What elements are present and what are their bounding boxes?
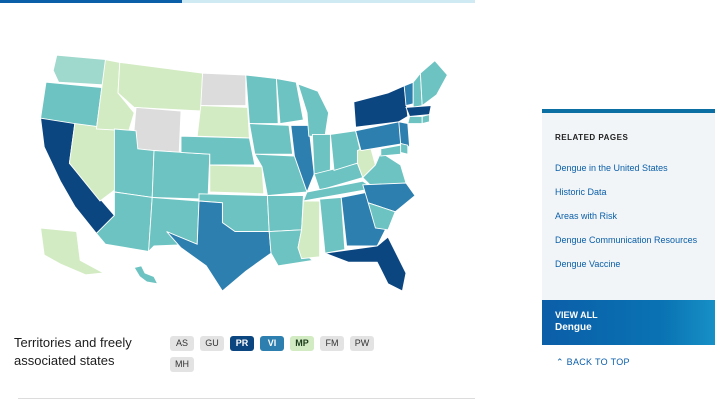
state-nc bbox=[362, 182, 416, 213]
reading-progress-fill bbox=[0, 0, 182, 3]
state-co bbox=[151, 150, 211, 200]
territory-badge-fm: FM bbox=[320, 336, 344, 351]
territory-badge-as: AS bbox=[170, 336, 194, 351]
related-link-historic-data[interactable]: Historic Data bbox=[555, 187, 607, 197]
state-mt bbox=[117, 61, 204, 112]
state-nj bbox=[398, 121, 411, 148]
state-mo bbox=[254, 153, 308, 197]
state-ia bbox=[248, 123, 294, 155]
state-nm bbox=[148, 196, 200, 253]
state-tx bbox=[166, 200, 272, 292]
state-ny bbox=[353, 85, 409, 128]
territories-badges: AS GU PR VI MP FM PW MH bbox=[170, 336, 400, 372]
state-wi bbox=[275, 78, 304, 125]
state-md bbox=[380, 144, 402, 157]
state-ri bbox=[421, 114, 430, 125]
state-il bbox=[290, 124, 315, 194]
state-ks bbox=[209, 164, 265, 195]
territory-badge-vi: VI bbox=[260, 336, 284, 351]
related-pages-panel: RELATED PAGES Dengue in the United State… bbox=[542, 109, 715, 345]
territory-badge-pw: PW bbox=[350, 336, 374, 351]
state-sc bbox=[367, 202, 396, 231]
state-al bbox=[319, 196, 346, 254]
state-wa bbox=[52, 54, 108, 86]
view-all-label: VIEW ALL bbox=[555, 310, 598, 320]
state-de bbox=[400, 142, 409, 155]
back-to-top-link[interactable]: ⌃ BACK TO TOP bbox=[556, 357, 630, 368]
state-ak bbox=[40, 227, 106, 276]
related-pages-title: RELATED PAGES bbox=[555, 133, 629, 142]
state-fl bbox=[324, 236, 407, 292]
territories-label: Territories and freely associated states bbox=[14, 335, 132, 368]
chevron-up-icon: ⌃ bbox=[556, 357, 564, 367]
related-link-communication-resources[interactable]: Dengue Communication Resources bbox=[555, 235, 698, 245]
us-dengue-map bbox=[40, 54, 448, 292]
state-nd bbox=[200, 72, 247, 107]
state-ar bbox=[266, 195, 304, 233]
territory-badge-pr: PR bbox=[230, 336, 254, 351]
territory-badge-gu: GU bbox=[200, 336, 224, 351]
state-mn bbox=[245, 74, 279, 125]
state-sd bbox=[196, 105, 250, 139]
state-me bbox=[419, 59, 448, 107]
territory-badge-mp: MP bbox=[290, 336, 314, 351]
state-vt bbox=[403, 81, 414, 107]
divider bbox=[18, 398, 475, 399]
view-all-button[interactable]: VIEW ALL Dengue bbox=[542, 300, 715, 345]
related-link-dengue-us[interactable]: Dengue in the United States bbox=[555, 163, 668, 173]
view-all-topic: Dengue bbox=[555, 322, 592, 333]
reading-progress-track bbox=[0, 0, 475, 3]
state-in bbox=[311, 133, 331, 175]
state-hi bbox=[133, 265, 159, 285]
related-pages-list: Dengue in the United States Historic Dat… bbox=[555, 159, 705, 279]
related-link-areas-with-risk[interactable]: Areas with Risk bbox=[555, 211, 618, 221]
state-wy bbox=[131, 106, 182, 153]
back-to-top-label: BACK TO TOP bbox=[566, 357, 630, 367]
state-ct bbox=[407, 115, 423, 125]
related-link-dengue-vaccine[interactable]: Dengue Vaccine bbox=[555, 259, 621, 269]
territory-badge-mh: MH bbox=[170, 357, 194, 372]
